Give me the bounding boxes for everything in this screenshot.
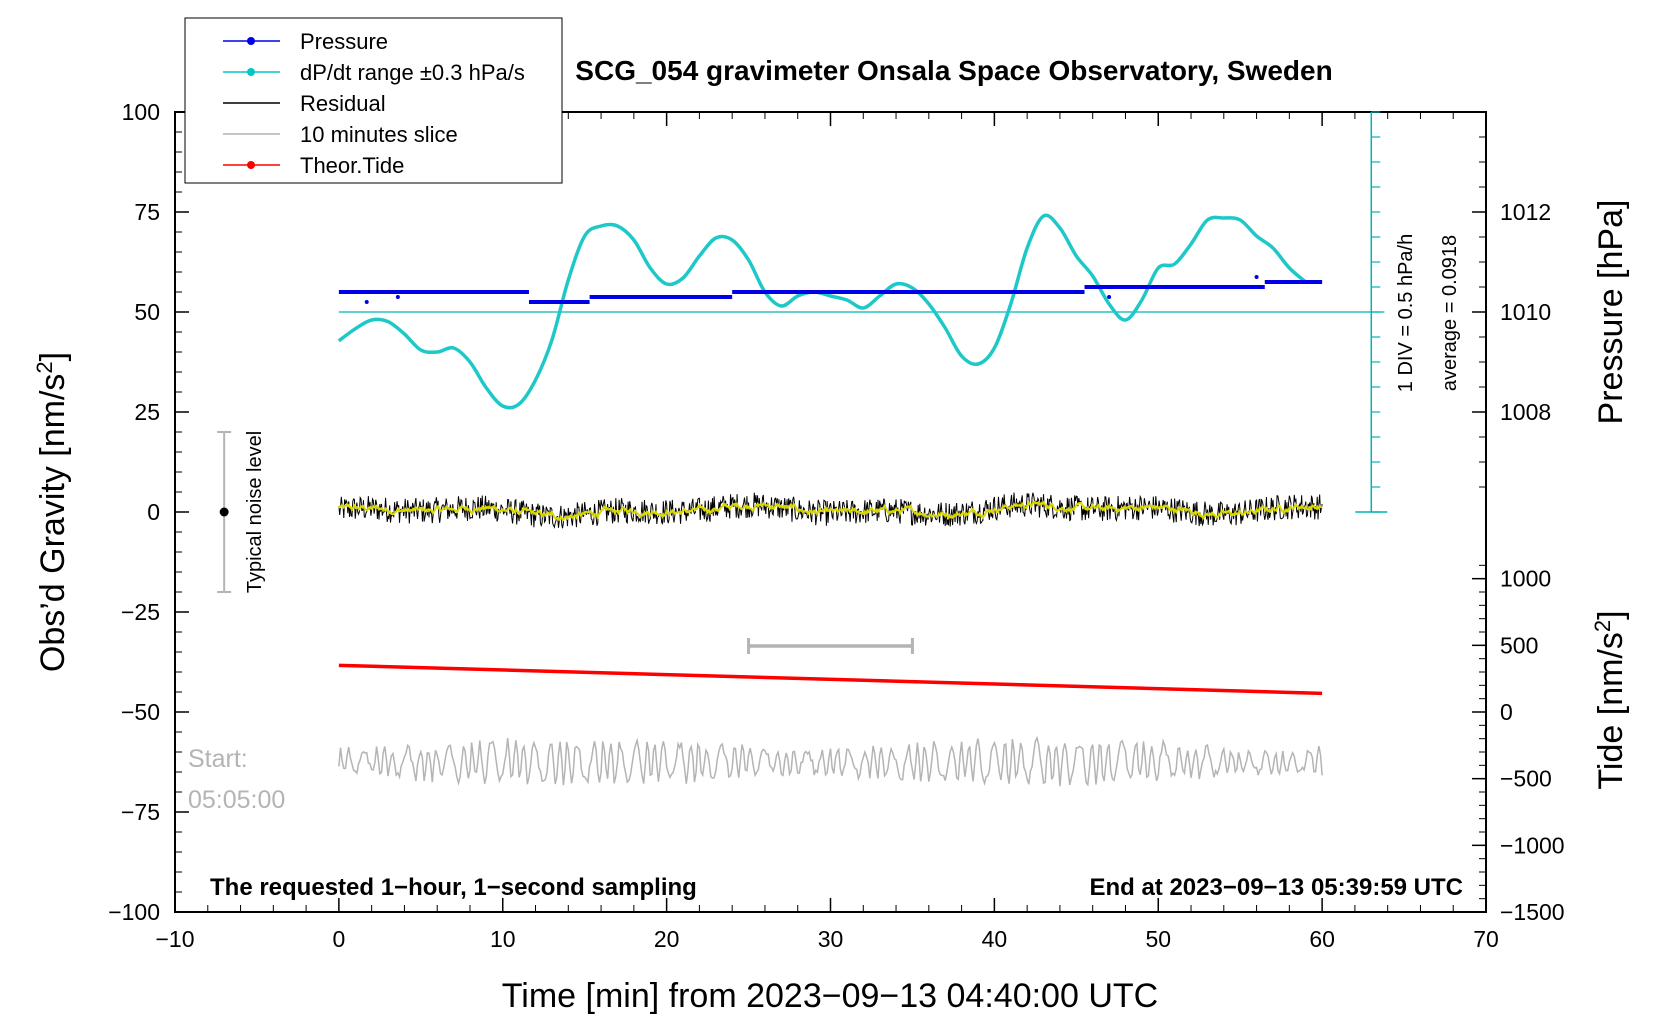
x-tick-label: −10: [155, 926, 194, 952]
pressure-tick-label: 1012: [1500, 199, 1551, 225]
legend-marker: [247, 161, 255, 169]
slice-bracket: [747, 638, 914, 654]
y-tick-label: −25: [121, 599, 160, 625]
tide-axis-label-end: ]: [1592, 610, 1630, 619]
x-axis-ticks: −10 0 10 20 30 40 50 60 70: [155, 112, 1499, 952]
start-time: 05:05:00: [188, 786, 285, 814]
legend-marker: [247, 37, 255, 45]
tide-axis-label-sup: 2: [1590, 620, 1615, 632]
x-tick-label: 50: [1145, 926, 1171, 952]
legend: Pressure dP/dt range ±0.3 hPa/s Residual 10…: [184, 17, 563, 184]
y-tick-label: −75: [121, 799, 160, 825]
chart-title: SCG_054 gravimeter Onsala Space Observat…: [575, 55, 1332, 86]
theoretical-tide-series: [338, 663, 1323, 696]
tide-tick-label: 1000: [1500, 566, 1551, 592]
residual-series: [338, 492, 1323, 529]
residual-line: [338, 492, 1323, 529]
legend-marker: [247, 68, 255, 76]
tide-axis-label-main: Tide [nm/s: [1592, 632, 1630, 789]
tide-tick-label: 500: [1500, 632, 1538, 658]
pressure-point: [364, 300, 369, 304]
pressure-point: [1107, 295, 1112, 299]
pressure-axis-ticks: 1008 1010 1012: [1472, 136, 1551, 488]
tide-line: [338, 663, 1323, 696]
y-tick-label: 50: [134, 299, 160, 325]
y-tick-label: −100: [108, 899, 160, 925]
noise-level-indicator: [217, 431, 232, 593]
tide-tick-label: −1500: [1500, 899, 1565, 925]
legend-entries: Pressure dP/dt range ±0.3 hPa/s Residual 10…: [223, 29, 525, 178]
y-tick-label: −50: [121, 699, 160, 725]
pressure-tick-label: 1010: [1500, 299, 1551, 325]
x-tick-label: 20: [654, 926, 680, 952]
tide-tick-label: −500: [1500, 766, 1552, 792]
x-tick-label: 40: [982, 926, 1008, 952]
legend-label: Pressure: [300, 29, 388, 54]
residual-smoothed-line: [338, 500, 1323, 522]
pressure-point: [1254, 275, 1259, 279]
scale-text: 1 DIV = 0.5 hPa/h: [1395, 234, 1417, 392]
y-tick-label: 25: [134, 399, 160, 425]
slice-line: [338, 735, 1323, 787]
y-tick-label: 0: [147, 499, 160, 525]
legend-box: [184, 17, 563, 184]
end-note: End at 2023−09−13 05:39:59 UTC: [1089, 874, 1463, 901]
pressure-point: [395, 295, 400, 299]
y-axis-label-end: ]: [34, 352, 72, 361]
legend-label: Theor.Tide: [300, 153, 404, 178]
y-axis-label: Obs’d Gravity [nm/s2]: [32, 352, 72, 672]
noise-center-dot: [219, 507, 229, 517]
pressure-series: [338, 275, 1323, 304]
tide-axis-label: Tide [nm/s2]: [1590, 610, 1630, 789]
legend-label: 10 minutes slice: [300, 122, 458, 147]
noise-level-label: Typical noise level: [244, 431, 266, 593]
tide-tick-label: 0: [1500, 699, 1513, 725]
y-axis-ticks: −100 −75 −50 −25 0 25 50 75 100: [108, 99, 189, 925]
pressure-tick-label: 1008: [1500, 399, 1551, 425]
tide-tick-label: −1000: [1500, 832, 1565, 858]
average-text: average = 0.0918: [1439, 235, 1461, 391]
x-tick-label: 30: [818, 926, 844, 952]
x-tick-label: 10: [490, 926, 516, 952]
y-axis-label-main: Obs’d Gravity [nm/s: [34, 374, 72, 673]
ten-minute-slice-series: [338, 735, 1323, 787]
y-tick-label: 100: [122, 99, 160, 125]
tide-axis-ticks: −1500 −1000 −500 0 500 1000: [1472, 564, 1565, 925]
legend-label: Residual: [300, 91, 386, 116]
x-tick-label: 60: [1309, 926, 1335, 952]
start-label: Start:: [188, 745, 248, 773]
legend-label: dP/dt range ±0.3 hPa/s: [300, 60, 525, 85]
x-tick-label: 0: [332, 926, 345, 952]
y-axis-label-sup: 2: [32, 361, 57, 373]
x-axis-label: Time [min] from 2023−09−13 04:40:00 UTC: [502, 977, 1158, 1015]
y-tick-label: 75: [134, 199, 160, 225]
pressure-scale-bar: [1355, 111, 1388, 513]
pressure-axis-label: Pressure [hPa]: [1592, 200, 1630, 425]
requested-note: The requested 1−hour, 1−second sampling: [210, 874, 697, 901]
x-tick-label: 70: [1473, 926, 1499, 952]
